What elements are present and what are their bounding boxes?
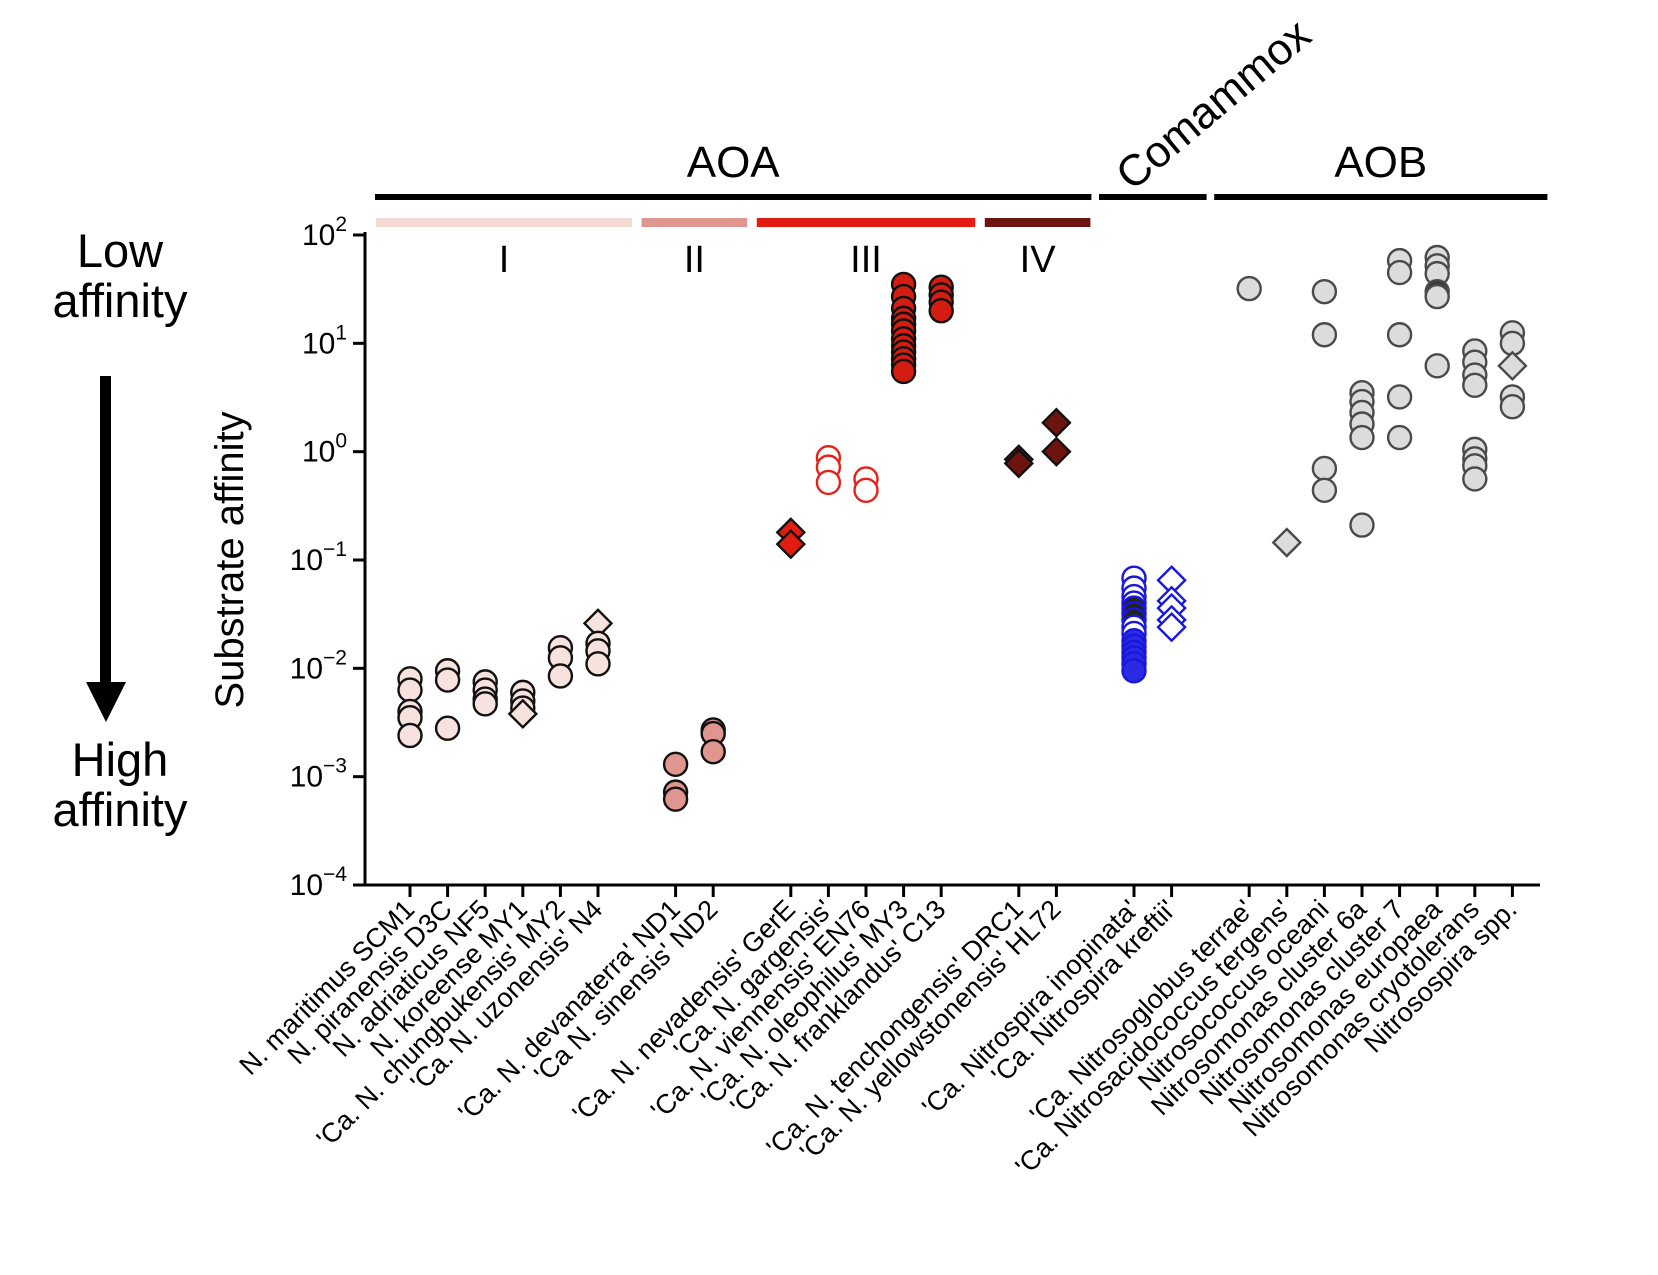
group-title-comammox: Comammox xyxy=(1107,10,1320,200)
data-point xyxy=(1041,436,1072,467)
data-point xyxy=(1462,372,1488,398)
data-point xyxy=(928,298,954,324)
y-tick-label: 101 xyxy=(302,321,347,360)
group-title-aob: AOB xyxy=(1334,138,1427,187)
data-point xyxy=(662,786,689,812)
clade-bar xyxy=(641,218,748,227)
group-title-aoa: AOA xyxy=(687,138,781,187)
data-point xyxy=(1003,448,1034,479)
data-point xyxy=(775,528,806,560)
data-point xyxy=(1424,353,1450,379)
data-point xyxy=(1311,477,1338,503)
data-point xyxy=(1271,527,1302,558)
clade-label: II xyxy=(684,239,705,281)
affinity-arrow-head-icon xyxy=(86,682,126,722)
data-point xyxy=(662,751,689,778)
clade-label: I xyxy=(499,239,510,281)
data-point xyxy=(585,651,611,677)
low-affinity-label: Low affinity xyxy=(52,224,188,328)
data-point xyxy=(1386,424,1413,451)
y-tick-label: 10−4 xyxy=(290,863,348,902)
data-point xyxy=(1349,512,1375,538)
data-point xyxy=(472,691,498,717)
clade-label: IV xyxy=(1020,239,1057,281)
y-tick-label: 10−3 xyxy=(290,755,347,794)
clade-label: III xyxy=(850,239,882,281)
y-tick-label: 100 xyxy=(302,430,347,469)
data-point xyxy=(507,698,538,730)
data-point xyxy=(1386,322,1413,348)
data-point xyxy=(1041,407,1072,438)
clade-bar xyxy=(984,218,1091,227)
y-axis-title: Substrate affinity xyxy=(208,411,252,708)
affinity-direction-arrow xyxy=(100,376,111,684)
y-tick-label: 10−2 xyxy=(290,646,347,685)
data-point xyxy=(1497,350,1528,382)
data-point xyxy=(853,477,879,503)
y-tick-label: 102 xyxy=(302,213,347,252)
data-point xyxy=(1462,466,1488,492)
data-point xyxy=(1236,275,1262,302)
data-point xyxy=(434,667,461,693)
data-point xyxy=(815,469,842,496)
data-point xyxy=(1499,394,1526,420)
data-point xyxy=(1121,658,1147,684)
data-point xyxy=(1349,424,1375,451)
data-point xyxy=(1311,278,1338,305)
data-point xyxy=(1311,455,1338,482)
clade-bar xyxy=(376,218,632,227)
data-point xyxy=(700,739,726,765)
data-point xyxy=(434,715,461,741)
data-point xyxy=(397,677,423,703)
high-affinity-label: High affinity xyxy=(52,733,188,837)
y-tick-label: 10−1 xyxy=(290,538,347,577)
data-point xyxy=(1424,283,1450,310)
data-point xyxy=(1386,259,1413,286)
data-point xyxy=(890,358,917,385)
data-point xyxy=(397,722,423,749)
data-point xyxy=(1386,384,1413,410)
clade-bar xyxy=(756,218,976,227)
data-point xyxy=(547,663,574,689)
data-point xyxy=(1156,611,1187,643)
data-point xyxy=(1311,322,1338,348)
